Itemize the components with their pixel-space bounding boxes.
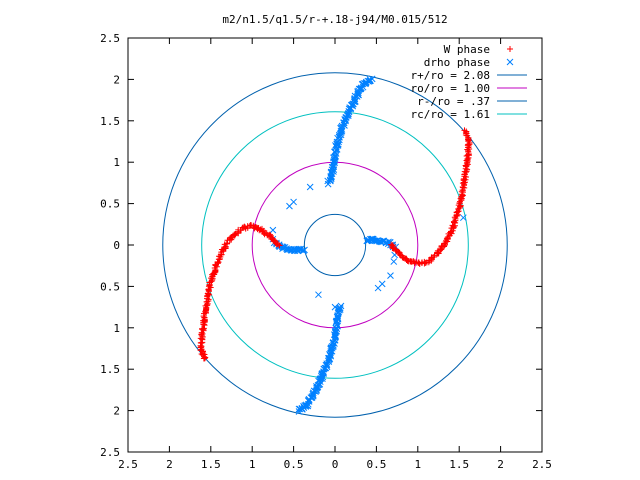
legend-label: drho phase <box>424 56 490 69</box>
x-tick-label: 2.5 <box>118 458 138 471</box>
point-cross <box>315 292 321 298</box>
x-tick-label: 2 <box>166 458 173 471</box>
point-cross <box>379 281 385 287</box>
series-drho-phase <box>270 76 466 415</box>
legend-label: r+/ro = 2.08 <box>411 69 490 82</box>
y-tick-label: 0.5 <box>100 280 120 293</box>
y-tick-label: 1.5 <box>100 363 120 376</box>
x-tick-label: 1.5 <box>449 458 469 471</box>
point-plus <box>451 219 457 225</box>
point-cross <box>286 203 292 209</box>
y-tick-label: 2 <box>113 405 120 418</box>
chart: m2/n1.5/q1.5/r-+.18-j94/M0.015/512 2.5 2 1… <box>0 0 640 480</box>
y-tick-label: 1.5 <box>100 115 120 128</box>
y-tick-label: 1 <box>113 156 120 169</box>
circle-0 <box>163 73 507 417</box>
point-cross <box>307 184 313 190</box>
x-tick-label: 1 <box>414 458 421 471</box>
x-tick-label: 1.5 <box>201 458 221 471</box>
legend-label: r-/ro = .37 <box>417 95 490 108</box>
y-tick-label: 0.5 <box>100 198 120 211</box>
x-tick-label: 2.5 <box>532 458 552 471</box>
x-tick-label: 0 <box>332 458 339 471</box>
circles-layer <box>163 73 507 417</box>
legend: W phasedrho phaser+/ro = 2.08ro/ro = 1.0… <box>411 43 527 121</box>
point-cross <box>387 273 393 279</box>
point-cross <box>270 227 276 233</box>
x-tick-label: 2 <box>497 458 504 471</box>
point-cross <box>507 59 513 65</box>
y-tick-label: 0 <box>113 239 120 252</box>
y-tick-label: 2 <box>113 73 120 86</box>
y-tick-label: 2.5 <box>100 32 120 45</box>
legend-label: rc/ro = 1.61 <box>411 108 490 121</box>
x-tick-label: 1 <box>249 458 256 471</box>
point-plus <box>507 46 513 52</box>
legend-label: ro/ro = 1.00 <box>411 82 490 95</box>
y-tick-label: 2.5 <box>100 446 120 459</box>
chart-title: m2/n1.5/q1.5/r-+.18-j94/M0.015/512 <box>222 13 447 26</box>
legend-label: W phase <box>444 43 490 56</box>
y-tick-label: 1 <box>113 322 120 335</box>
series-layer <box>198 76 473 415</box>
point-cross <box>391 259 397 265</box>
x-tick-label: 0.5 <box>366 458 386 471</box>
circle-2 <box>304 214 365 275</box>
point-cross <box>332 304 338 310</box>
x-tick-label: 0.5 <box>284 458 304 471</box>
